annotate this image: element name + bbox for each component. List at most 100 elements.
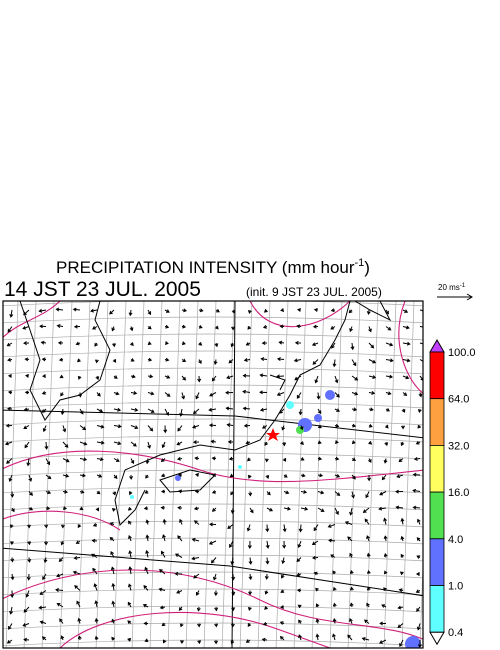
wind-arrow — [416, 518, 421, 525]
wind-arrow — [130, 358, 135, 362]
wind-arrow — [38, 605, 47, 610]
wind-arrow — [113, 424, 122, 429]
meridian — [221, 301, 235, 648]
wind-arrow — [195, 392, 200, 400]
wind-arrow — [164, 375, 171, 379]
wind-arrow — [231, 309, 236, 314]
wind-arrow — [385, 309, 389, 315]
wind-arrow — [195, 472, 200, 477]
wind-scale-exponent: -1 — [460, 283, 466, 289]
wind-arrow — [176, 441, 183, 446]
init-time: (init. 9 JST 23 JUL. 2005) — [246, 285, 382, 299]
wind-arrow — [282, 540, 287, 549]
wind-arrow — [347, 536, 353, 542]
wind-arrow — [214, 623, 219, 628]
wind-arrow — [281, 573, 285, 579]
wind-arrow — [160, 473, 166, 478]
wind-arrow — [379, 621, 387, 626]
wind-arrow — [349, 586, 354, 591]
wind-arrow — [26, 458, 31, 467]
wind-arrow — [351, 407, 358, 412]
wind-arrow — [315, 618, 320, 624]
wind-arrow — [45, 506, 51, 511]
wind-arrow — [344, 521, 353, 525]
wind-arrow — [55, 588, 64, 592]
wind-arrow — [419, 326, 423, 328]
wind-arrow — [366, 552, 371, 558]
wind-arrow — [96, 440, 105, 445]
wind-arrow — [416, 606, 421, 612]
wind-arrow — [282, 441, 287, 447]
wind-arrow — [28, 506, 34, 511]
wind-arrow — [145, 474, 149, 479]
wind-arrow — [91, 553, 98, 558]
coastline — [114, 469, 146, 527]
wind-arrow — [363, 619, 370, 624]
wind-arrow — [55, 307, 64, 312]
wind-arrow — [368, 423, 373, 428]
wind-arrow — [417, 424, 422, 429]
wind-arrow — [210, 557, 217, 564]
wind-arrow — [62, 489, 69, 494]
wind-arrow — [211, 375, 217, 382]
wind-arrow — [96, 474, 103, 478]
meridian — [257, 301, 271, 648]
wind-arrow — [59, 374, 64, 379]
wind-arrow — [161, 441, 166, 449]
wind-arrow — [177, 505, 183, 510]
wind-arrow — [181, 341, 186, 346]
wind-arrow — [128, 520, 132, 525]
parallel — [3, 367, 423, 375]
wind-arrow — [334, 440, 339, 445]
wind-arrow — [402, 392, 408, 397]
wind-arrow — [368, 326, 372, 333]
wind-arrow — [96, 392, 101, 397]
wind-arrow — [248, 573, 253, 581]
wind-arrow — [211, 456, 217, 461]
wind-arrow — [300, 441, 304, 445]
wind-arrow — [113, 391, 120, 396]
wind-arrow — [174, 571, 183, 576]
wind-arrow — [283, 506, 291, 511]
wind-arrow — [162, 518, 167, 525]
wind-arrow — [242, 389, 251, 394]
wind-arrow — [242, 373, 251, 378]
wind-arrow — [276, 374, 285, 379]
wind-arrow — [412, 472, 421, 477]
wind-arrow — [330, 326, 336, 330]
meridian — [185, 301, 199, 648]
wind-arrow — [385, 326, 392, 331]
wind-arrow — [351, 359, 357, 367]
wind-arrow — [162, 639, 167, 644]
wind-arrow — [313, 524, 319, 532]
wind-arrow — [412, 505, 421, 510]
wind-arrow — [334, 456, 340, 461]
wind-arrow — [24, 441, 30, 449]
wind-arrow — [56, 324, 64, 328]
wind-arrow — [300, 490, 308, 494]
wind-arrow — [276, 357, 285, 362]
wind-arrow — [282, 524, 287, 533]
wind-arrow — [45, 490, 52, 495]
coastline — [19, 301, 111, 421]
wind-arrow — [298, 634, 302, 641]
wind-arrow — [128, 491, 133, 496]
wind-arrow — [147, 309, 152, 316]
wind-arrow — [245, 342, 251, 346]
contour — [59, 611, 331, 648]
wind-arrow — [41, 391, 47, 395]
wind-arrow — [145, 534, 150, 542]
wind-arrow — [195, 590, 200, 596]
wind-arrow — [143, 506, 149, 511]
wind-arrow — [147, 357, 153, 362]
wind-arrow — [95, 375, 100, 381]
wind-arrow — [347, 634, 353, 641]
wind-arrow — [77, 375, 82, 380]
wind-arrow — [113, 375, 118, 379]
wind-arrow — [77, 524, 82, 529]
wind-arrow — [79, 425, 87, 431]
wind-arrow — [24, 390, 30, 395]
wind-arrow — [62, 441, 69, 448]
meridian — [492, 301, 500, 650]
meridian — [401, 301, 415, 648]
